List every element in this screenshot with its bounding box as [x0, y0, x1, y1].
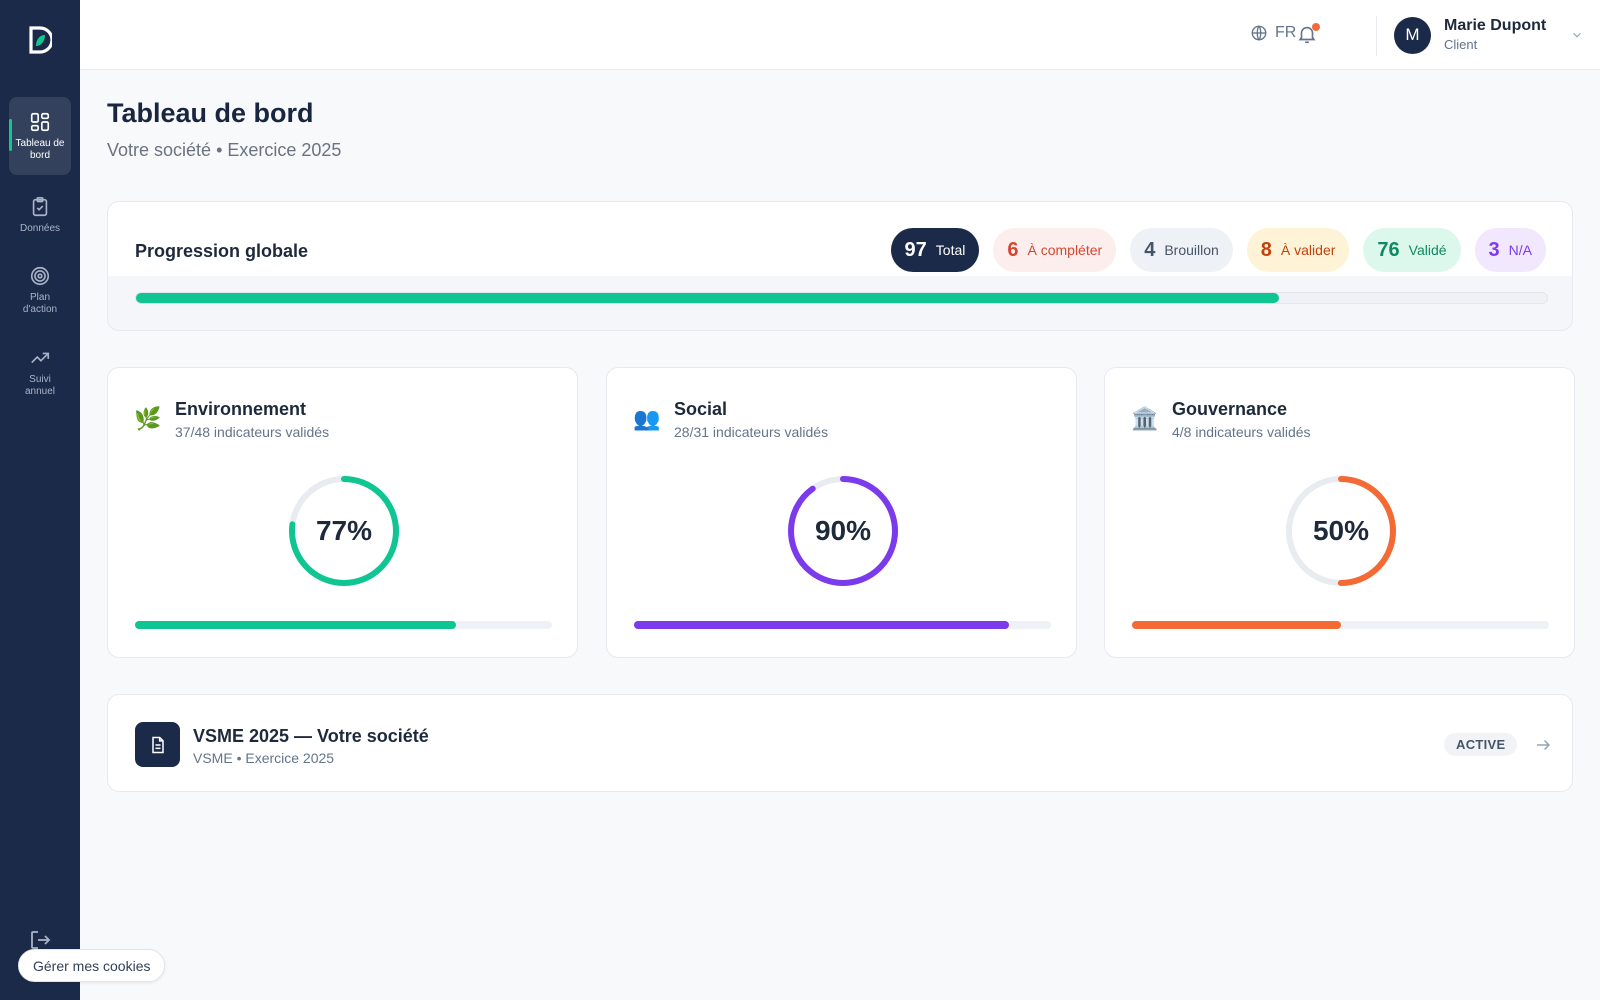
stat-value: 6: [1007, 238, 1019, 261]
pillar-card-social[interactable]: 👥 Social 28/31 indicateurs validés 90%: [606, 367, 1077, 658]
progress-ring: [788, 476, 898, 586]
arrow-right-icon[interactable]: [1534, 736, 1552, 754]
report-subtitle: VSME • Exercice 2025: [193, 750, 335, 766]
global-progress-bar: [135, 292, 1548, 304]
sidebar-item-dashboard[interactable]: Tableau de bord: [9, 97, 71, 175]
sidebar-item-data[interactable]: Données: [9, 190, 71, 240]
pillar-progress-fill: [135, 621, 457, 629]
app-logo[interactable]: [28, 26, 52, 54]
language-switcher[interactable]: FR: [1250, 24, 1296, 42]
stat-label: Brouillon: [1164, 242, 1219, 258]
sidebar-item-label: Données: [19, 222, 61, 234]
stat-pill[interactable]: 6 À compléter: [993, 228, 1117, 272]
institution-icon: 🏛️: [1131, 406, 1159, 431]
sidebar-item-label: Plan d'action: [22, 291, 58, 315]
global-progress-fill: [136, 293, 1279, 303]
stat-label: N/A: [1508, 242, 1532, 258]
stat-pill[interactable]: 8 À valider: [1246, 228, 1350, 272]
progress-ring: [1286, 476, 1396, 586]
dashboard-grid-icon: [30, 112, 50, 131]
pillar-card-governance[interactable]: 🏛️ Gouvernance 4/8 indicateurs validés 50%: [1104, 367, 1575, 658]
user-name: Marie Dupont: [1444, 17, 1547, 34]
stat-value: 8: [1260, 238, 1272, 261]
pillar-percent: 77%: [315, 515, 373, 546]
stat-value: 4: [1144, 238, 1156, 261]
pillar-percent: 50%: [1312, 515, 1370, 546]
status-badge: ACTIVE: [1444, 733, 1518, 756]
sidebar: Tableau de bord Données Plan d'action Su…: [0, 0, 80, 1000]
pillar-indicator-count: 28/31 indicateurs validés: [674, 424, 829, 440]
stat-value: 3: [1488, 238, 1500, 261]
stat-label: À valider: [1280, 242, 1336, 258]
notification-dot: [1312, 23, 1320, 31]
notifications-button[interactable]: [1296, 22, 1320, 48]
sidebar-item-label: Tableau de bord: [15, 137, 65, 161]
language-label: FR: [1275, 24, 1297, 41]
header-divider: [1376, 16, 1377, 56]
clipboard-check-icon: [32, 196, 48, 216]
status-pills: 97 Total 6 À compléter 4 Brouillon 8 À valider 7…: [890, 228, 1546, 272]
people-icon: 👥: [633, 406, 661, 431]
stat-pill[interactable]: 76 Validé: [1363, 228, 1461, 272]
chevron-down-icon: [1573, 32, 1582, 38]
target-icon: [30, 266, 50, 285]
pillar-indicator-count: 4/8 indicateurs validés: [1172, 424, 1311, 440]
stat-value: 97: [904, 238, 927, 261]
pillar-progress-bar: [1132, 621, 1549, 629]
leaf-icon: 🌿: [134, 406, 162, 431]
pillar-progress-fill: [634, 621, 1010, 629]
sidebar-item-annual-tracking[interactable]: Suivi annuel: [9, 342, 71, 402]
pillar-progress-bar: [135, 621, 552, 629]
stat-pill[interactable]: 3 N/A: [1474, 228, 1546, 272]
stat-pill[interactable]: 4 Brouillon: [1130, 228, 1233, 272]
global-progress-title: Progression globale: [135, 241, 309, 261]
stat-label: Validé: [1408, 242, 1447, 258]
avatar: M: [1394, 16, 1431, 54]
pillar-progress-fill: [1132, 621, 1341, 629]
user-menu[interactable]: M Marie Dupont Client: [1394, 16, 1584, 54]
bell-icon: [1298, 26, 1316, 44]
stat-label: À compléter: [1027, 242, 1103, 258]
manage-cookies-button[interactable]: Gérer mes cookies: [18, 949, 166, 982]
top-header: FR M Marie Dupont Client: [80, 0, 1600, 70]
global-progress-header: Progression globale 97 Total 6 À compléter 4…: [108, 202, 1572, 276]
page-title: Tableau de bord: [107, 98, 314, 128]
stat-value: 76: [1377, 238, 1400, 261]
progress-ring: [289, 476, 399, 586]
report-title: VSME 2025 — Votre société: [193, 726, 429, 746]
user-info: Marie Dupont Client: [1444, 16, 1546, 54]
pillar-card-environment[interactable]: 🌿 Environnement 37/48 indicateurs validés 7…: [107, 367, 578, 658]
pillar-indicator-count: 37/48 indicateurs validés: [175, 424, 330, 440]
document-icon: [135, 722, 180, 767]
pillar-name: Gouvernance: [1172, 399, 1288, 419]
sidebar-item-label: Suivi annuel: [24, 373, 56, 397]
logout-icon[interactable]: [28, 928, 52, 952]
global-progress-card: Progression globale 97 Total 6 À compléter 4…: [107, 201, 1573, 331]
active-indicator: [9, 119, 12, 151]
pillar-percent: 90%: [814, 515, 872, 546]
pillar-name: Social: [674, 399, 728, 419]
user-role: Client: [1444, 37, 1478, 52]
stat-pill[interactable]: 97 Total: [890, 228, 980, 272]
globe-icon: [1251, 25, 1267, 41]
pillar-progress-bar: [634, 621, 1051, 629]
report-card[interactable]: VSME 2025 — Votre société VSME • Exercic…: [107, 694, 1573, 792]
trending-up-icon: [31, 352, 50, 363]
sidebar-item-action-plan[interactable]: Plan d'action: [9, 260, 71, 320]
pillar-name: Environnement: [175, 399, 307, 419]
stat-label: Total: [935, 242, 966, 258]
page-subtitle: Votre société • Exercice 2025: [107, 140, 342, 160]
